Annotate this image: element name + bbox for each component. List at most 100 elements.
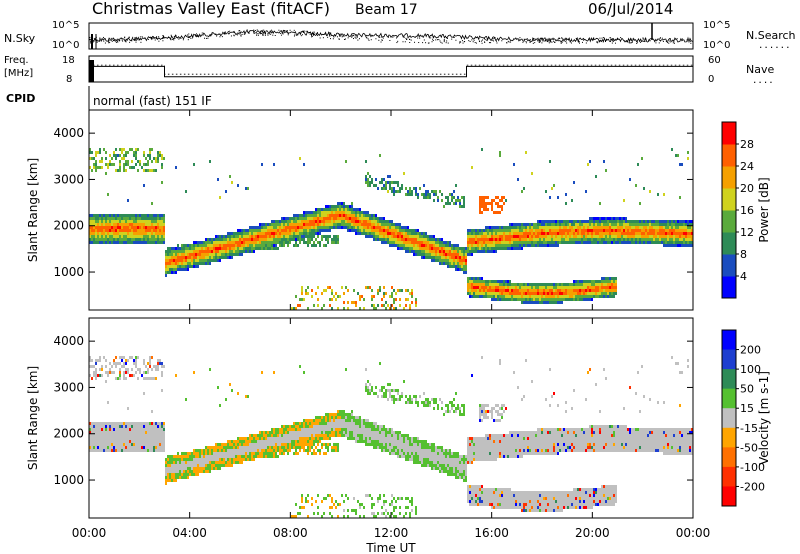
power-cell	[313, 214, 315, 217]
velocity-cell	[159, 437, 161, 440]
velocity-cell	[139, 443, 141, 446]
power-cell	[445, 247, 447, 250]
power-cell	[355, 304, 357, 307]
power-cell	[591, 238, 593, 241]
power-cell	[587, 229, 589, 232]
nave-label: Nave	[746, 63, 774, 76]
power-cell	[617, 235, 619, 238]
power-cell	[377, 304, 379, 307]
power-cell	[139, 235, 141, 238]
power-cell	[513, 283, 515, 286]
power-cell	[533, 283, 535, 286]
power-cell	[289, 238, 291, 241]
colorbar-tick-label: 16	[740, 204, 754, 217]
power-cell	[203, 241, 205, 244]
velocity-cell	[197, 464, 199, 467]
power-cell	[567, 235, 569, 238]
power-cell	[309, 235, 311, 238]
power-cell	[629, 223, 631, 226]
nsearch-dot	[330, 38, 332, 40]
power-cell	[487, 289, 489, 292]
power-cell	[387, 304, 389, 307]
power-cell	[177, 262, 179, 265]
power-cell	[521, 292, 523, 295]
power-cell	[211, 238, 213, 241]
power-cell	[323, 235, 325, 238]
power-cell	[673, 232, 675, 235]
velocity-cell	[183, 473, 185, 476]
power-cell	[421, 250, 423, 253]
power-cell	[565, 223, 567, 226]
velocity-cell	[123, 362, 125, 365]
power-cell	[221, 244, 223, 247]
power-cell	[491, 250, 493, 253]
power-cell	[683, 235, 685, 238]
velocity-cell	[143, 359, 145, 362]
power-cell	[235, 238, 237, 241]
power-cell	[559, 232, 561, 235]
power-cell	[407, 247, 409, 250]
power-cell	[645, 229, 647, 232]
velocity-cell	[89, 425, 91, 428]
power-cell	[669, 244, 671, 247]
power-cell	[559, 295, 561, 298]
power-cell	[243, 235, 245, 238]
nsearch-dot	[525, 42, 527, 44]
power-cell	[493, 211, 495, 214]
nsearch-dot	[201, 32, 203, 34]
power-cell	[247, 241, 249, 244]
power-cell	[317, 223, 319, 226]
power-cell	[593, 292, 595, 295]
velocity-cell	[137, 356, 139, 359]
velocity-cell	[209, 368, 211, 371]
power-cell	[209, 160, 211, 163]
power-cell	[547, 238, 549, 241]
power-cell	[527, 232, 529, 235]
power-cell	[629, 229, 631, 232]
power-cell	[207, 253, 209, 256]
nsearch-dot	[560, 42, 562, 44]
power-cell	[497, 283, 499, 286]
power-cell	[459, 256, 461, 259]
power-cell	[141, 229, 143, 232]
power-cell	[561, 223, 563, 226]
power-cell	[297, 214, 299, 217]
nsearch-dot	[673, 42, 675, 44]
power-cell	[107, 193, 109, 196]
power-cell	[509, 244, 511, 247]
power-cell	[227, 250, 229, 253]
power-cell	[205, 262, 207, 265]
nsearch-dot	[529, 40, 531, 42]
power-cell	[295, 217, 297, 220]
power-cell	[273, 163, 275, 166]
power-cell	[303, 238, 305, 241]
power-cell	[239, 241, 241, 244]
nsearch-dot	[425, 42, 427, 44]
power-cell	[495, 244, 497, 247]
velocity-cell	[91, 443, 93, 446]
power-cell	[431, 238, 433, 241]
power-cell	[185, 256, 187, 259]
power-cell	[503, 235, 505, 238]
power-cell	[625, 238, 627, 241]
power-cell	[529, 226, 531, 229]
power-cell	[119, 238, 121, 241]
power-cell	[205, 238, 207, 241]
nsearch-dot	[358, 38, 360, 40]
nsearch-dot	[326, 34, 328, 36]
power-cell	[477, 289, 479, 292]
power-cell	[397, 229, 399, 232]
power-cell	[157, 226, 159, 229]
power-cell	[503, 196, 505, 199]
power-cell	[203, 262, 205, 265]
power-cell	[407, 244, 409, 247]
nsearch-dot	[645, 38, 647, 40]
power-cell	[107, 223, 109, 226]
velocity-cell	[99, 440, 101, 443]
power-cell	[261, 229, 263, 232]
nsearch-dot	[417, 37, 419, 39]
power-cell	[583, 295, 585, 298]
power-cell	[335, 205, 337, 208]
power-cell	[115, 157, 117, 160]
power-cell	[157, 217, 159, 220]
